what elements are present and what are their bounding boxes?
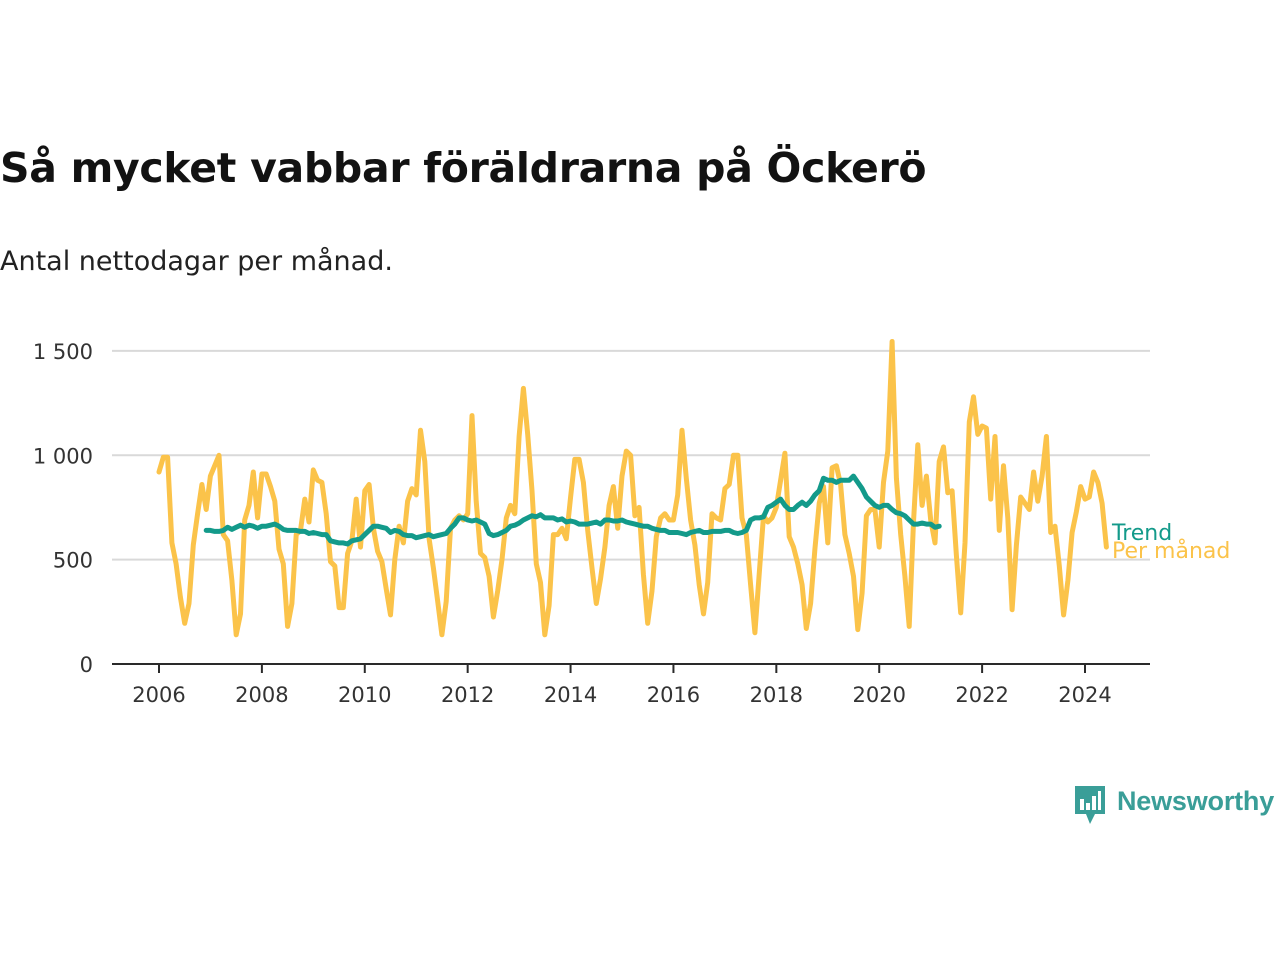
x-tick-label: 2018: [750, 683, 803, 707]
y-tick-label: 1 500: [33, 340, 93, 364]
x-tick-label: 2024: [1058, 683, 1111, 707]
y-tick-label: 500: [53, 549, 93, 573]
newsworthy-logo-icon: [1075, 786, 1105, 824]
chart-title: Så mycket vabbar föräldrarna på Öckerö: [0, 144, 927, 192]
y-axis-tick-labels: 0 500 1 000 1 500: [33, 340, 93, 677]
x-tick-label: 2012: [441, 683, 494, 707]
x-tick-label: 2008: [235, 683, 288, 707]
chart-subtitle: Antal nettodagar per månad.: [0, 246, 393, 277]
y-tick-label: 1 000: [33, 444, 93, 468]
series-line-trend: [203, 473, 942, 547]
brand-name: Newsworthy: [1117, 786, 1275, 816]
y-tick-label: 0: [80, 653, 93, 677]
series-line-per-manad: [156, 339, 1109, 638]
x-tick-label: 2010: [338, 683, 391, 707]
newsworthy-brand: Newsworthy: [1073, 784, 1274, 828]
series-label: Trend: [1111, 521, 1172, 546]
series-lines: [156, 339, 1109, 638]
x-tick-label: 2014: [544, 683, 597, 707]
x-tick-label: 2016: [647, 683, 700, 707]
x-tick-label: 2020: [852, 683, 905, 707]
x-axis-ticks: 2006 2008 2010 2012 2014 2016 2018 2020 2022 2024: [132, 664, 1112, 707]
x-tick-label: 2022: [955, 683, 1008, 707]
series-label: Per månad: [1112, 538, 1230, 564]
x-tick-label: 2006: [132, 683, 185, 707]
